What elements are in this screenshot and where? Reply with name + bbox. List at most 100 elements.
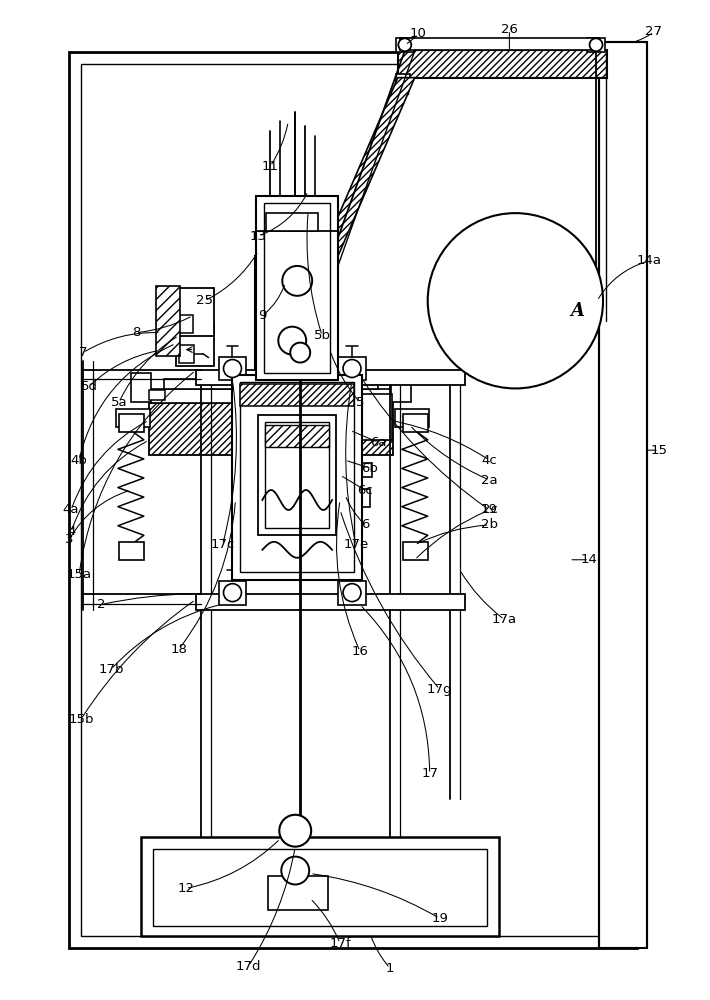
Bar	[474, 260, 481, 268]
Bar	[232, 375, 362, 580]
Bar	[119, 542, 144, 560]
Bar	[258, 415, 336, 535]
Polygon shape	[293, 78, 415, 321]
Bar	[219, 357, 246, 380]
Circle shape	[224, 360, 241, 377]
Text: 4: 4	[67, 525, 75, 538]
Bar	[69, 52, 637, 948]
Circle shape	[290, 343, 310, 363]
Circle shape	[398, 38, 411, 51]
Text: 2a: 2a	[481, 474, 498, 487]
Bar	[268, 876, 328, 910]
Text: 19: 19	[481, 503, 498, 516]
Bar	[312, 489, 370, 507]
Bar	[149, 390, 165, 400]
Text: 15a: 15a	[67, 568, 92, 581]
Bar	[322, 463, 372, 477]
Bar	[403, 414, 427, 432]
Text: 3: 3	[65, 533, 73, 546]
Text: 4b: 4b	[71, 454, 87, 467]
Bar	[141, 837, 499, 936]
Bar	[459, 257, 468, 271]
Bar	[342, 475, 360, 491]
Text: 18: 18	[170, 643, 187, 656]
Text: 4c: 4c	[481, 454, 497, 467]
Text: 8: 8	[131, 326, 140, 339]
Bar	[264, 203, 330, 373]
Bar	[400, 82, 408, 94]
Bar	[179, 315, 192, 333]
Text: 17f: 17f	[329, 937, 351, 950]
Bar	[338, 581, 366, 605]
Bar	[403, 542, 427, 560]
Text: 12: 12	[178, 882, 194, 895]
Text: 17c: 17c	[210, 538, 235, 551]
Text: 25: 25	[196, 294, 213, 307]
Bar	[196, 594, 464, 610]
Text: 6: 6	[361, 518, 369, 531]
Circle shape	[281, 857, 309, 884]
Circle shape	[224, 584, 241, 602]
Bar	[241, 382, 354, 572]
Circle shape	[343, 584, 361, 602]
Circle shape	[279, 815, 311, 847]
Bar	[473, 285, 501, 303]
Text: 7: 7	[79, 346, 87, 359]
Text: 2c: 2c	[481, 503, 498, 516]
Text: 17g: 17g	[427, 683, 452, 696]
Text: 5a: 5a	[111, 396, 127, 409]
Bar	[599, 42, 647, 948]
Text: 5: 5	[356, 396, 364, 409]
Bar	[196, 370, 464, 385]
Bar	[332, 505, 350, 517]
Text: 6c: 6c	[357, 484, 373, 497]
Bar	[81, 64, 625, 936]
Text: 17d: 17d	[236, 960, 261, 973]
Bar	[398, 50, 607, 78]
Text: 15b: 15b	[68, 713, 94, 726]
Text: 17a: 17a	[492, 613, 517, 626]
Circle shape	[427, 213, 603, 388]
Text: A: A	[570, 302, 584, 320]
Bar	[330, 394, 392, 440]
Text: 2: 2	[97, 598, 105, 611]
Text: 13: 13	[250, 230, 267, 243]
Bar	[119, 414, 144, 432]
Bar	[391, 373, 411, 402]
Bar	[179, 345, 194, 363]
Bar	[219, 581, 246, 605]
Text: 5b: 5b	[314, 329, 331, 342]
Text: 17: 17	[421, 767, 438, 780]
Bar	[149, 403, 393, 455]
Bar	[395, 409, 429, 427]
Bar	[400, 38, 599, 50]
Text: 2b: 2b	[481, 518, 498, 531]
Text: 11: 11	[262, 160, 279, 173]
Circle shape	[283, 266, 312, 296]
Bar	[338, 453, 356, 465]
Text: 9: 9	[258, 309, 266, 322]
Bar	[261, 281, 325, 425]
Circle shape	[278, 327, 306, 355]
Bar	[338, 357, 366, 380]
Text: 17e: 17e	[344, 538, 368, 551]
Text: 19: 19	[431, 912, 448, 925]
Circle shape	[343, 360, 361, 377]
Bar	[459, 243, 555, 261]
Bar	[131, 373, 151, 402]
Bar	[466, 259, 548, 311]
Bar	[510, 286, 532, 298]
Text: 5d: 5d	[80, 380, 97, 393]
Bar	[175, 324, 214, 366]
Text: 27: 27	[645, 25, 662, 38]
Bar	[164, 379, 378, 389]
Bar	[153, 849, 488, 926]
Bar	[116, 409, 150, 427]
Text: 6a: 6a	[370, 436, 386, 449]
Bar	[266, 425, 329, 447]
Text: 6b: 6b	[361, 462, 378, 475]
Text: 1: 1	[386, 962, 394, 975]
Text: 15: 15	[650, 444, 667, 457]
Text: 26: 26	[501, 23, 518, 36]
Bar	[241, 384, 354, 406]
